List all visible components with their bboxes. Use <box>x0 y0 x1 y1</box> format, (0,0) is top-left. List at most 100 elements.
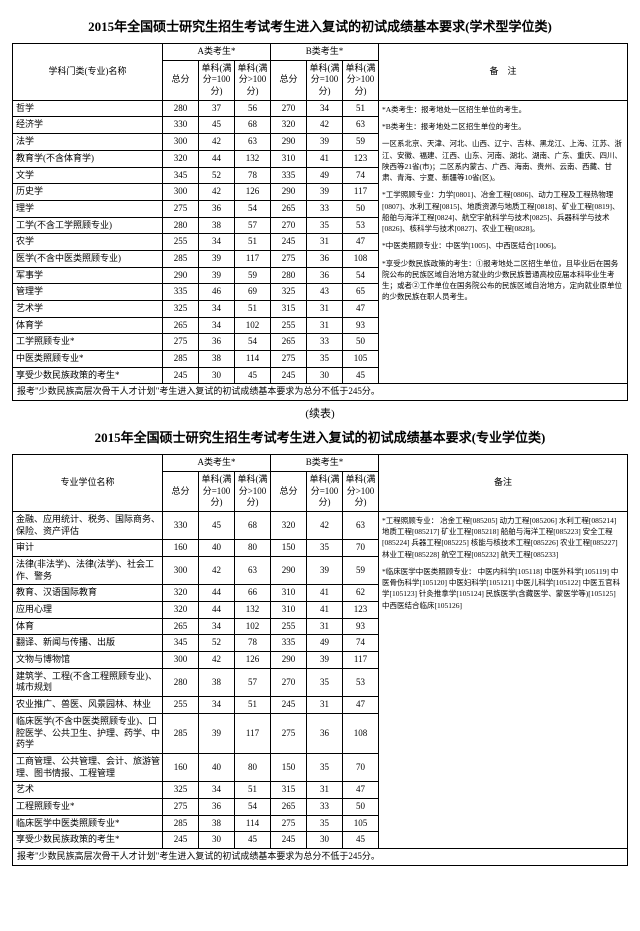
th-notes: 备 注 <box>379 44 628 101</box>
cell: 35 <box>307 753 343 781</box>
cell: 法律(非法学)、法律(法学)、社会工作、警务 <box>13 556 163 584</box>
cell: 哲学 <box>13 100 163 117</box>
cell: 285 <box>163 713 199 753</box>
cell: 31 <box>307 317 343 334</box>
cell: 335 <box>271 635 307 652</box>
cell: 275 <box>163 334 199 351</box>
cell: 102 <box>235 618 271 635</box>
cell: 42 <box>199 652 235 669</box>
cell: 36 <box>307 713 343 753</box>
cell: 39 <box>199 267 235 284</box>
cell: 35 <box>307 815 343 832</box>
cell: 体育 <box>13 618 163 635</box>
cell: 51 <box>235 234 271 251</box>
cell: 34 <box>199 697 235 714</box>
cell: 123 <box>343 150 379 167</box>
cell: 50 <box>343 200 379 217</box>
cell: 39 <box>199 250 235 267</box>
cell: 34 <box>199 234 235 251</box>
cell: 39 <box>307 556 343 584</box>
cell: 47 <box>343 782 379 799</box>
cell: 123 <box>343 602 379 619</box>
th-b-s100: 单科(满分=100分) <box>307 60 343 100</box>
cell: 34 <box>199 317 235 334</box>
cell: 42 <box>199 134 235 151</box>
cell: 265 <box>271 798 307 815</box>
cell: 320 <box>271 117 307 134</box>
cell: 31 <box>307 697 343 714</box>
cell: 45 <box>199 117 235 134</box>
cell: 建筑学、工程(不含工程照顾专业)、城市规划 <box>13 668 163 696</box>
cell: 310 <box>271 585 307 602</box>
cell: 300 <box>163 556 199 584</box>
table2: 专业学位名称 A类考生* B类考生* 备注 总分 单科(满分=100分) 单科(… <box>12 454 628 866</box>
cell: 117 <box>235 713 271 753</box>
note-line: *A类考生：报考地处一区招生单位的考生。 <box>382 104 624 115</box>
cell: 39 <box>307 184 343 201</box>
cell: 63 <box>343 511 379 539</box>
cell: 117 <box>343 184 379 201</box>
th-b-sover: 单科(满分>100分) <box>343 60 379 100</box>
cell: 63 <box>235 556 271 584</box>
cell: 30 <box>307 367 343 384</box>
cell: 300 <box>163 652 199 669</box>
cell: 44 <box>199 150 235 167</box>
cell: 教育、汉语国际教育 <box>13 585 163 602</box>
cell: 345 <box>163 635 199 652</box>
cell: 275 <box>163 798 199 815</box>
cell: 245 <box>271 234 307 251</box>
cell: 290 <box>271 184 307 201</box>
cell: 105 <box>343 815 379 832</box>
cell: 51 <box>235 782 271 799</box>
cell: 35 <box>307 540 343 557</box>
cell: 享受少数民族政策的考生* <box>13 832 163 849</box>
cell: 53 <box>343 668 379 696</box>
cell: 52 <box>199 635 235 652</box>
th-catB: B类考生* <box>271 44 379 61</box>
cell: 40 <box>199 540 235 557</box>
cell: 43 <box>307 284 343 301</box>
cell: 金融、应用统计、税务、国际商务、保险、资产评估 <box>13 511 163 539</box>
cell: 39 <box>307 652 343 669</box>
cell: 105 <box>343 351 379 368</box>
cell: 285 <box>163 351 199 368</box>
cell: 320 <box>163 602 199 619</box>
cell: 310 <box>271 150 307 167</box>
cell: 农业推广、兽医、风景园林、林业 <box>13 697 163 714</box>
cell: 285 <box>163 815 199 832</box>
th-catA: A类考生* <box>163 44 271 61</box>
cell: 42 <box>199 556 235 584</box>
cell: 工学照顾专业* <box>13 334 163 351</box>
cell: 34 <box>199 301 235 318</box>
cell: 工商管理、公共管理、会计、旅游管理、图书情报、工程管理 <box>13 753 163 781</box>
cell: 114 <box>235 815 271 832</box>
cell: 教育学(不含体育学) <box>13 150 163 167</box>
cell: 49 <box>307 167 343 184</box>
cell: 65 <box>343 284 379 301</box>
cell: 42 <box>307 117 343 134</box>
cell: 325 <box>163 301 199 318</box>
th-a-s1002: 单科(满分=100分) <box>199 471 235 511</box>
cell: 42 <box>199 184 235 201</box>
cell: 52 <box>199 167 235 184</box>
cell: 126 <box>235 652 271 669</box>
cell: 108 <box>343 713 379 753</box>
cell: 47 <box>343 697 379 714</box>
cell: 44 <box>199 602 235 619</box>
cell: 50 <box>343 334 379 351</box>
cell: 享受少数民族政策的考生* <box>13 367 163 384</box>
note-line: *享受少数民族政策的考生：①报考地处二区招生单位，且毕业后在国务院公布的民族区域… <box>382 258 624 303</box>
th-name2: 专业学位名称 <box>13 455 163 512</box>
cell: 255 <box>163 234 199 251</box>
cell: 41 <box>307 150 343 167</box>
cell: 38 <box>199 668 235 696</box>
cell: 325 <box>271 284 307 301</box>
cell: 30 <box>199 832 235 849</box>
cell: 93 <box>343 317 379 334</box>
cell: 46 <box>199 284 235 301</box>
cell: 医学(不含中医类照顾专业) <box>13 250 163 267</box>
cell: 66 <box>235 585 271 602</box>
cell: 245 <box>163 367 199 384</box>
cell: 270 <box>271 100 307 117</box>
cell: 245 <box>271 367 307 384</box>
